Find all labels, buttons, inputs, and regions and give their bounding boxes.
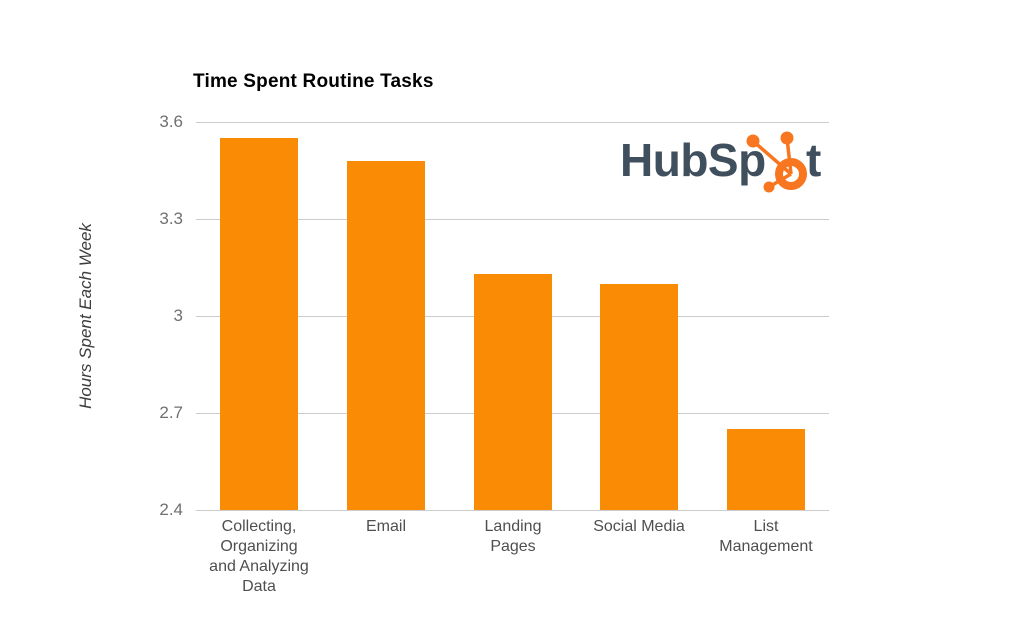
- hubspot-sprocket-icon: [746, 131, 807, 193]
- x-axis-label: List Management: [719, 518, 813, 555]
- chart-title: Time Spent Routine Tasks: [193, 71, 434, 92]
- bar: [347, 161, 425, 510]
- bar: [474, 274, 552, 510]
- y-tick-label: 3.3: [159, 209, 183, 228]
- x-axis-label: Collecting, Organizing and Analyzing Dat…: [209, 518, 309, 595]
- hubspot-logo-text: HubSp: [620, 134, 766, 186]
- hubspot-logo-text: t: [806, 134, 821, 186]
- x-axis-label: Social Media: [593, 518, 685, 535]
- y-tick-label: 2.7: [159, 403, 183, 422]
- gridline: [196, 219, 829, 220]
- y-axis-title: Hours Spent Each Week: [76, 223, 95, 409]
- x-axis-label: Landing Pages: [484, 518, 542, 555]
- gridline: [196, 122, 829, 123]
- bar: [727, 429, 805, 510]
- y-tick-label: 2.4: [159, 500, 183, 519]
- bar: [220, 138, 298, 510]
- bar: [600, 284, 678, 510]
- gridline: [196, 510, 829, 511]
- x-axis-label: Email: [365, 518, 406, 535]
- y-tick-label: 3: [173, 306, 183, 325]
- y-tick-label: 3.6: [159, 112, 183, 131]
